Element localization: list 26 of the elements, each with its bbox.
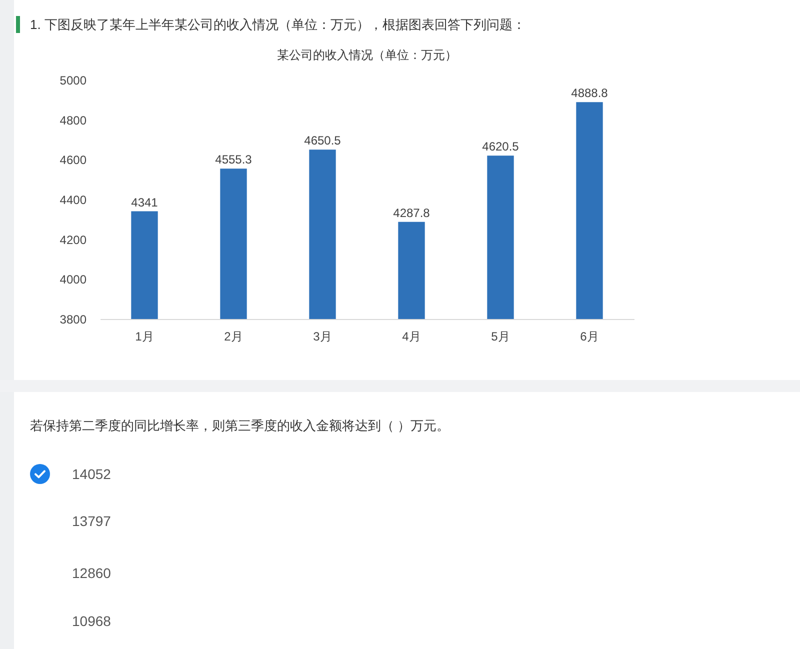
x-tick-label: 6月 [580,330,599,344]
chart-title: 某公司的收入情况（单位：万元） [277,48,457,62]
data-label: 4650.5 [304,134,342,148]
y-tick-label: 4200 [60,232,87,247]
text: 1. 下图反映了某年上半年某公司的收入情况（单位：万元），根据图表回答下列问题： [30,16,526,33]
data-label: 4620.5 [482,140,520,154]
data-label: 4555.3 [215,152,252,167]
x-tick-label: 2月 [224,330,243,344]
y-tick-label: 4600 [60,153,87,168]
text: 14052 [72,465,111,483]
x-tick-label: 3月 [313,330,332,344]
x-tick-label: 1月 [135,330,154,344]
x-tick-label: 4月 [402,330,421,344]
y-tick-label: 4800 [60,113,87,128]
y-tick-label: 5000 [60,74,87,88]
text: 若保持第二季度的同比增长率，则第三季度的收入金额将达到（ ）万元。 [30,417,450,434]
data-label: 4888.8 [571,86,608,100]
y-tick-label: 3800 [60,312,87,326]
text: 10968 [72,612,111,630]
data-label: 4287.8 [393,206,430,220]
text: 13797 [72,512,111,530]
x-tick-label: 5月 [491,330,510,344]
text: 12860 [72,564,111,582]
data-label: 4341 [131,195,158,210]
y-tick-label: 4400 [60,193,87,207]
y-tick-label: 4000 [60,272,87,287]
